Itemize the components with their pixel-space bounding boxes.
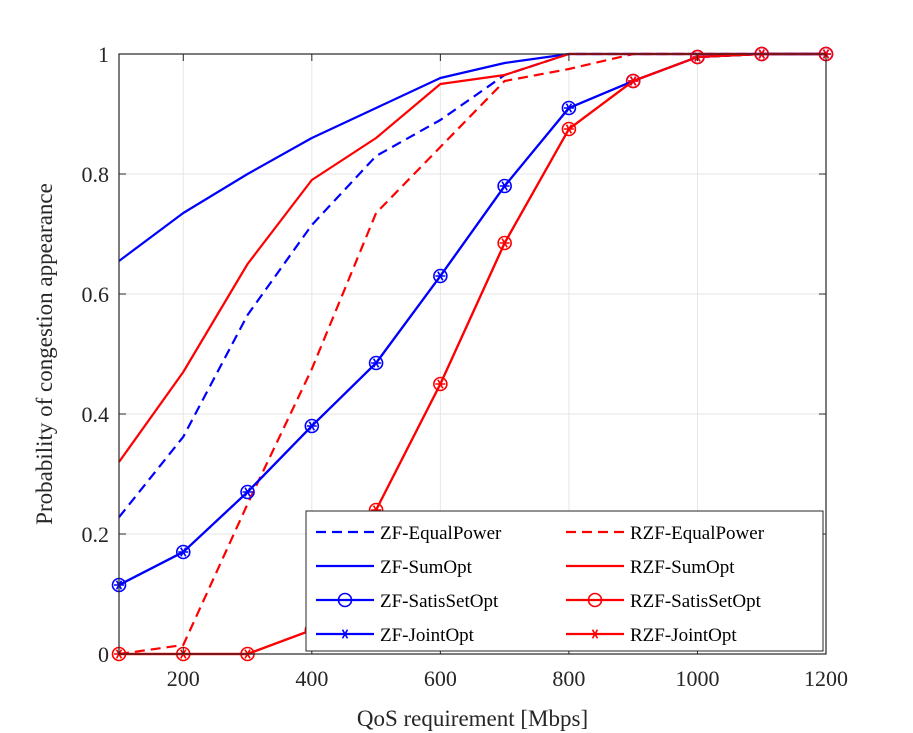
- data-point-rzf-satissetopt: [625, 73, 641, 89]
- data-point-rzf-jointopt: [563, 124, 574, 134]
- data-point-rzf-jointopt: [628, 76, 639, 86]
- legend-item: RZF-SumOpt: [566, 557, 735, 578]
- data-point-zf-jointopt: [499, 181, 510, 191]
- y-axis-label: Probability of congestion appearance: [32, 183, 57, 525]
- legend-label: ZF-SatisSetOpt: [380, 591, 499, 612]
- data-point-rzf-satissetopt: [433, 376, 448, 392]
- data-point-zf-satissetopt: [433, 268, 448, 284]
- y-tick-label: 0.4: [82, 402, 110, 427]
- legend-label: RZF-SatisSetOpt: [630, 591, 762, 612]
- axes-box: [118, 53, 827, 655]
- x-tick-label: 800: [552, 666, 585, 691]
- x-tick-label: 600: [424, 666, 457, 691]
- legend-item: RZF-JointOpt: [566, 625, 737, 646]
- data-point-zf-satissetopt: [304, 418, 320, 434]
- y-tick-label: 0.6: [82, 282, 110, 307]
- y-tick-label: 0: [98, 642, 109, 667]
- legend-item: RZF-SatisSetOpt: [566, 591, 762, 612]
- data-point-zf-jointopt: [435, 271, 446, 281]
- data-point-zf-jointopt: [371, 358, 382, 368]
- legend-label: ZF-EqualPower: [380, 523, 502, 544]
- x-tick-label: 1200: [804, 666, 848, 691]
- x-axis-label: QoS requirement [Mbps]: [357, 706, 588, 731]
- x-tick-label: 400: [295, 666, 328, 691]
- legend-marker: [590, 629, 600, 639]
- data-point-rzf-jointopt: [499, 238, 510, 248]
- data-point-zf-jointopt: [178, 547, 189, 557]
- legend-item: ZF-SumOpt: [316, 557, 473, 578]
- data-point-zf-satissetopt: [175, 544, 191, 560]
- y-tick-label: 1: [98, 42, 109, 67]
- data-point-rzf-jointopt: [435, 379, 446, 389]
- data-point-zf-satissetopt: [240, 484, 255, 500]
- data-point-zf-satissetopt: [561, 100, 577, 116]
- axes-frame: [118, 53, 827, 655]
- legend-label: RZF-JointOpt: [630, 625, 737, 646]
- legend-label: RZF-EqualPower: [630, 523, 765, 544]
- data-point-zf-jointopt: [306, 421, 317, 431]
- legend-marker: [340, 629, 350, 639]
- legend-label: ZF-SumOpt: [380, 557, 473, 578]
- x-tick-label: 1000: [675, 666, 719, 691]
- legend-marker: [337, 592, 353, 608]
- data-point-zf-jointopt: [242, 487, 253, 497]
- y-tick-label: 0.2: [82, 522, 110, 547]
- data-point-zf-satissetopt: [497, 178, 512, 194]
- legend: ZF-EqualPower RZF-EqualPower ZF-SumOpt RZF-…: [305, 510, 824, 652]
- legend-item: ZF-JointOpt: [316, 625, 475, 646]
- legend-item: ZF-EqualPower: [316, 523, 502, 544]
- data-point-zf-jointopt: [563, 103, 574, 113]
- ticks: 200 400 600 800 1000 1200 0 0.2 0.4 0.6 0.8 1: [82, 42, 849, 691]
- legend-item: RZF-EqualPower: [566, 523, 765, 544]
- legend-label: RZF-SumOpt: [630, 557, 735, 578]
- legend-item: ZF-SatisSetOpt: [316, 591, 499, 612]
- legend-box: [305, 510, 824, 652]
- legend-marker: [587, 592, 603, 608]
- y-tick-label: 0.8: [82, 162, 110, 187]
- data-point-rzf-satissetopt: [497, 235, 512, 251]
- legend-label: ZF-JointOpt: [380, 625, 475, 646]
- x-tick-label: 200: [167, 666, 200, 691]
- data-point-rzf-satissetopt: [561, 121, 577, 137]
- data-point-zf-satissetopt: [368, 355, 384, 371]
